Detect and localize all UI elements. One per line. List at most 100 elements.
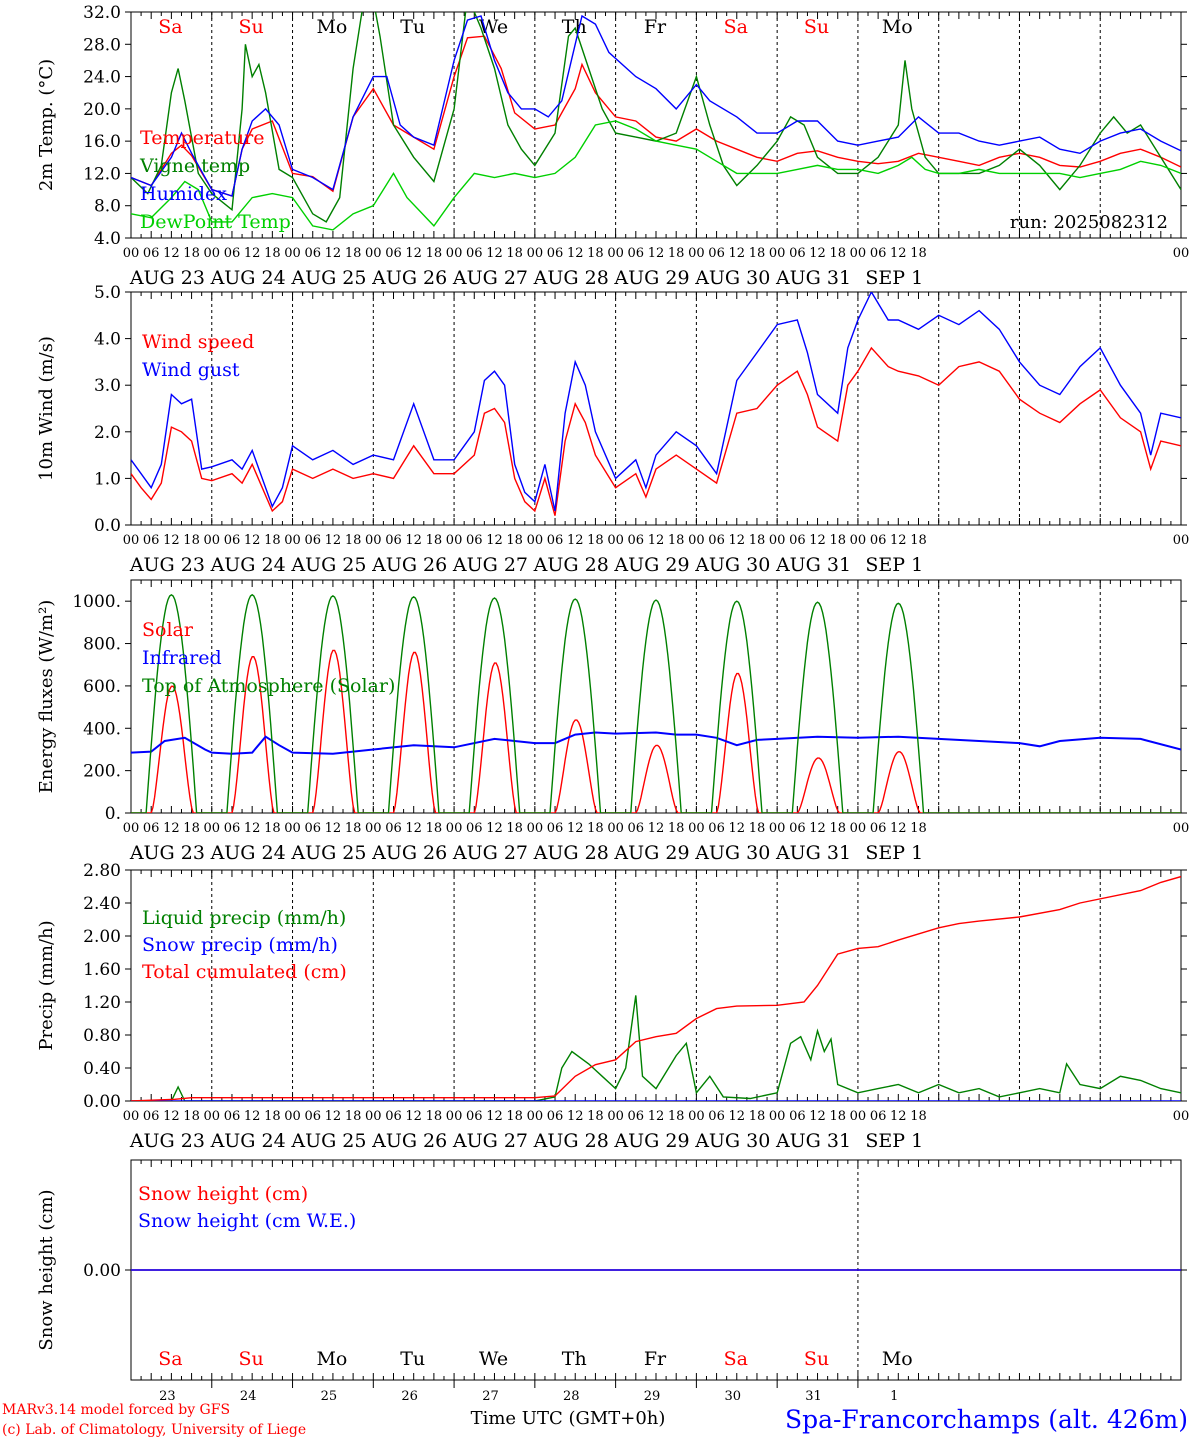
hour-label: 12	[728, 533, 745, 548]
y-tick-label: 800.	[83, 635, 121, 655]
hour-label: 00	[365, 246, 382, 261]
date-label: AUG 30	[694, 267, 770, 289]
date-label: AUG 26	[371, 554, 447, 576]
legend-entry: Snow precip (mm/h)	[142, 934, 338, 956]
date-label: AUG 31	[775, 554, 851, 576]
hour-label: 18	[426, 533, 443, 548]
hour-label: 00	[688, 533, 705, 548]
hour-label: 18	[829, 821, 846, 836]
station-label: Spa-Francorchamps (alt. 426m)	[785, 1405, 1188, 1434]
hour-label: 12	[809, 246, 826, 261]
date-label: AUG 24	[210, 267, 286, 289]
y-tick-label: 200.	[83, 762, 121, 782]
hour-label: 00	[607, 821, 624, 836]
date-label: AUG 24	[210, 1130, 286, 1152]
y-tick-label: 32.0	[83, 3, 121, 23]
day-number: 28	[563, 1389, 580, 1404]
weekday-label: Mo	[316, 1348, 347, 1370]
hour-label: 12	[648, 1109, 665, 1124]
hour-label: 12	[567, 1109, 584, 1124]
date-label: AUG 27	[452, 842, 528, 864]
hour-label: 00	[769, 246, 786, 261]
hour-label: 06	[224, 246, 241, 261]
y-tick-label: 5.0	[94, 283, 121, 303]
hour-label: 18	[668, 533, 685, 548]
series-line	[131, 995, 1181, 1101]
panel-frame	[130, 291, 1182, 526]
hour-label: 12	[163, 1109, 180, 1124]
hour-label: 06	[466, 821, 483, 836]
hour-label: 12	[405, 533, 422, 548]
hour-label: 18	[829, 533, 846, 548]
hour-label: 00	[1173, 821, 1190, 836]
series-line	[131, 875, 1181, 1101]
hour-label: 00	[769, 821, 786, 836]
series-line	[131, 593, 1181, 813]
weekday-label: Sa	[724, 1348, 748, 1370]
date-label: AUG 31	[775, 1130, 851, 1152]
panel-5: 0.00 Snow height (cm) Sa Su Mo Tu We Th Fr Sa Su Mo…	[36, 1159, 1187, 1404]
weekday-label: Mo	[316, 16, 347, 38]
hour-label: 12	[325, 1109, 342, 1124]
date-label: AUG 26	[371, 1130, 447, 1152]
lab-credit: (c) Lab. of Climatology, University of L…	[2, 1422, 306, 1438]
y-tick-label: 3.0	[94, 376, 121, 396]
panel-frame	[130, 869, 1182, 1102]
hour-label: 18	[910, 821, 927, 836]
y-tick-label: 0.40	[83, 1059, 121, 1079]
date-label: AUG 27	[452, 554, 528, 576]
date-label: SEP 1	[865, 554, 923, 576]
hour-label: 00	[123, 533, 140, 548]
hour-label: 06	[385, 1109, 402, 1124]
date-label: AUG 28	[533, 842, 609, 864]
hour-label: 18	[668, 246, 685, 261]
hour-label: 00	[284, 1109, 301, 1124]
hour-label: 18	[910, 1109, 927, 1124]
hour-label: 12	[809, 821, 826, 836]
hour-label: 00	[688, 1109, 705, 1124]
legend-entry: Solar	[142, 619, 194, 641]
series-line	[131, 14, 1181, 197]
date-label: AUG 24	[210, 842, 286, 864]
hour-label: 18	[183, 1109, 200, 1124]
date-label: AUG 30	[694, 842, 770, 864]
hour-label: 12	[244, 246, 261, 261]
hour-label: 00	[1173, 246, 1190, 261]
hour-label: 18	[264, 246, 281, 261]
date-label: AUG 30	[694, 554, 770, 576]
hour-label: 18	[910, 246, 927, 261]
day-number: 26	[401, 1389, 418, 1404]
y-tick-label: 600.	[83, 677, 121, 697]
hour-label: 00	[607, 246, 624, 261]
y-tick-label: 24.0	[83, 68, 121, 88]
hour-label: 12	[809, 533, 826, 548]
y-tick-label: 2.0	[94, 423, 121, 443]
y-tick-label: 0.	[105, 804, 121, 824]
hour-label: 06	[385, 533, 402, 548]
hour-label: 12	[405, 1109, 422, 1124]
hour-label: 06	[789, 821, 806, 836]
y-axis-label: Precip (mm/h)	[36, 920, 57, 1050]
day-number: 29	[644, 1389, 661, 1404]
hour-label: 00	[446, 821, 463, 836]
y-tick-label: 1.0	[94, 469, 121, 489]
weekday-label: We	[479, 1348, 508, 1370]
series-line	[131, 120, 1181, 231]
hour-label: 12	[405, 246, 422, 261]
hour-label: 00	[527, 533, 544, 548]
hour-label: 06	[789, 533, 806, 548]
hour-label: 00	[203, 533, 220, 548]
hour-label: 18	[587, 821, 604, 836]
series-line	[131, 292, 1181, 512]
y-axis-label: 10m Wind (m/s)	[36, 336, 57, 481]
day-number: 1	[890, 1389, 898, 1404]
hour-label: 18	[506, 821, 523, 836]
hour-label: 00	[446, 533, 463, 548]
y-axis-label: Snow height (cm)	[36, 1189, 57, 1350]
hour-label: 00	[527, 1109, 544, 1124]
date-label: AUG 24	[210, 554, 286, 576]
legend-entry: DewPoint Temp	[140, 211, 291, 233]
hour-label: 12	[648, 533, 665, 548]
hour-label: 00	[1173, 1109, 1190, 1124]
weekday-label: Sa	[158, 1348, 182, 1370]
